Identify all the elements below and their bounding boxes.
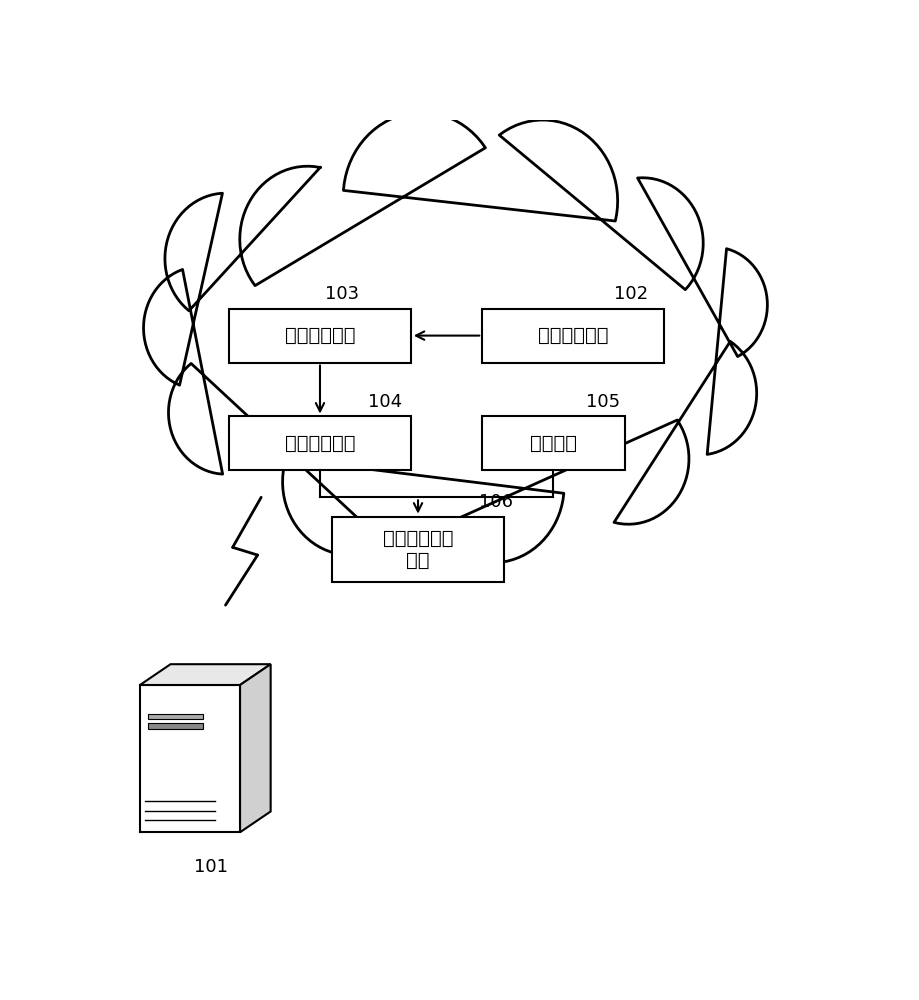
Text: 104: 104 (368, 393, 402, 411)
Polygon shape (140, 664, 270, 685)
Text: 106: 106 (478, 493, 512, 511)
Polygon shape (148, 714, 203, 719)
FancyBboxPatch shape (332, 517, 503, 582)
FancyBboxPatch shape (482, 309, 664, 363)
Polygon shape (140, 685, 240, 832)
Text: 101: 101 (194, 858, 228, 876)
Text: 105: 105 (585, 393, 619, 411)
Text: 调整实时运行
参数: 调整实时运行 参数 (382, 529, 453, 570)
Polygon shape (240, 664, 270, 832)
Text: 目标转化信息: 目标转化信息 (284, 326, 355, 345)
Text: 103: 103 (325, 285, 359, 303)
FancyBboxPatch shape (229, 309, 411, 363)
Polygon shape (148, 723, 203, 729)
Text: 产品偏好信息: 产品偏好信息 (284, 434, 355, 453)
Text: 研发指标: 研发指标 (529, 434, 576, 453)
Text: 操作行为信息: 操作行为信息 (538, 326, 607, 345)
Polygon shape (143, 112, 766, 563)
Text: 102: 102 (614, 285, 648, 303)
FancyBboxPatch shape (482, 416, 624, 470)
FancyBboxPatch shape (229, 416, 411, 470)
